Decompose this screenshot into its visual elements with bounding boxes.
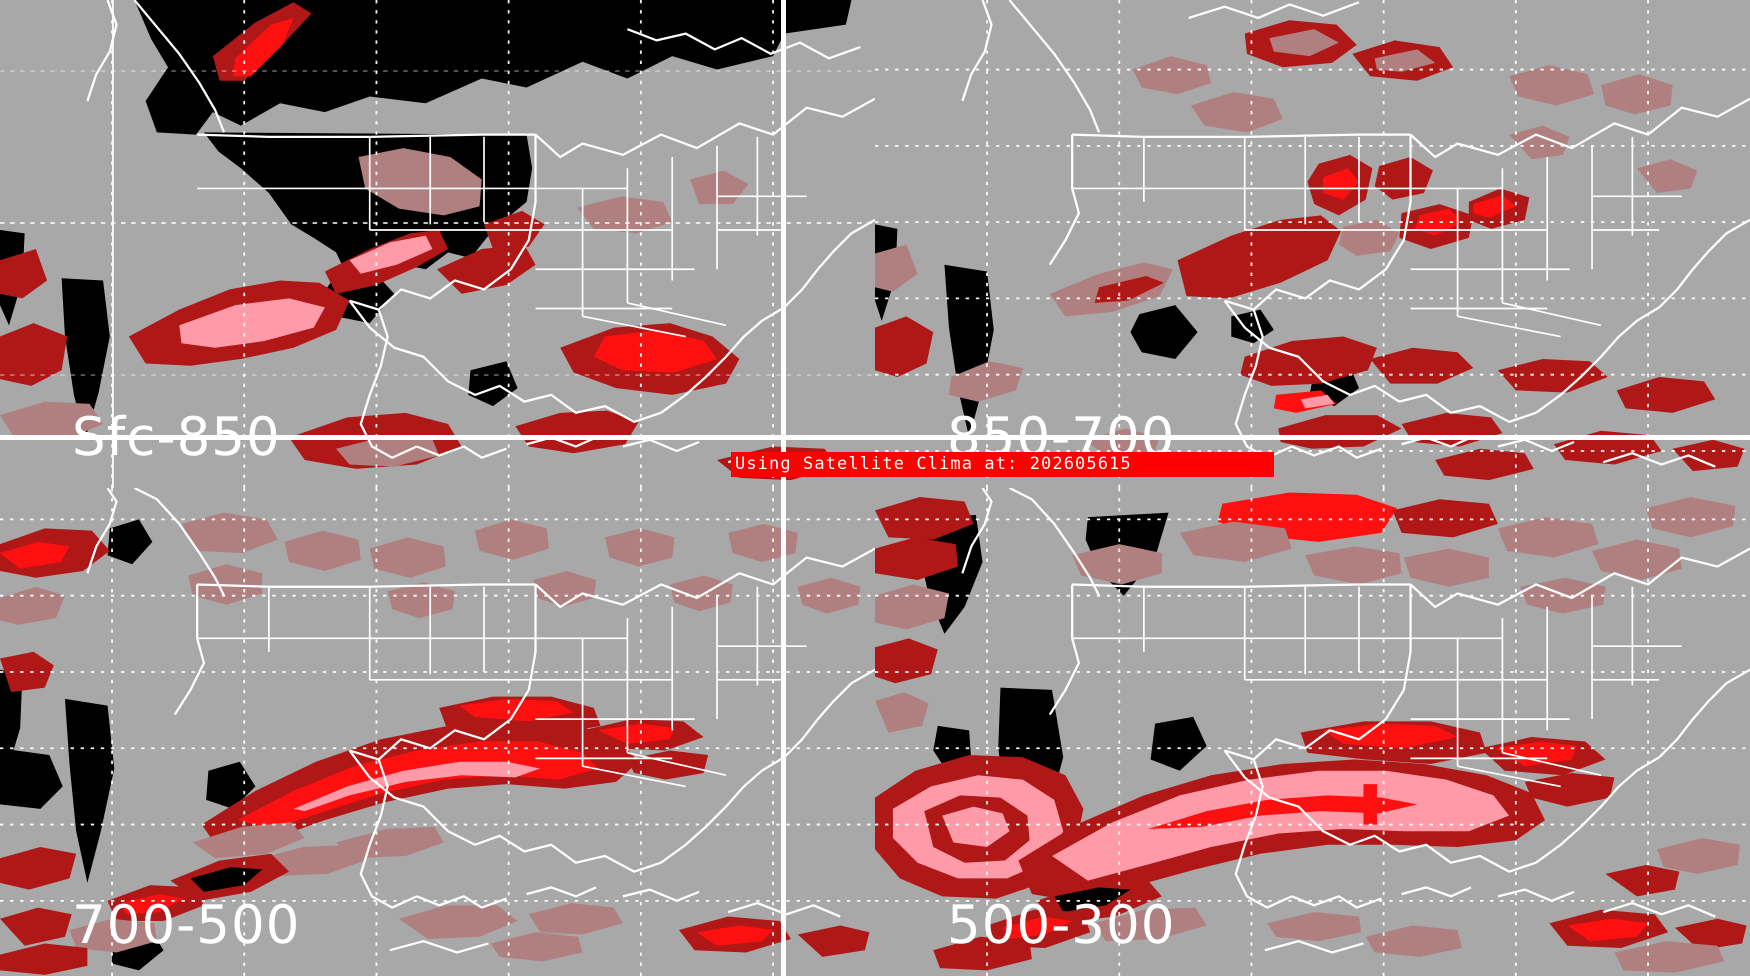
panel-700-500-map <box>0 488 875 976</box>
panel-700-500[interactable]: 700-500 <box>0 488 875 976</box>
panel-sfc-850[interactable]: Sfc-850 <box>0 0 875 488</box>
panel-850-700[interactable]: 850-700 <box>875 0 1750 488</box>
panel-850-700-map <box>875 0 1750 488</box>
panel-500-300[interactable]: 500-300 <box>875 488 1750 976</box>
status-banner: Using Satellite Clima at: 202605615 <box>731 452 1274 477</box>
panel-500-300-map <box>875 488 1750 976</box>
panel-sfc-850-map <box>0 0 875 488</box>
